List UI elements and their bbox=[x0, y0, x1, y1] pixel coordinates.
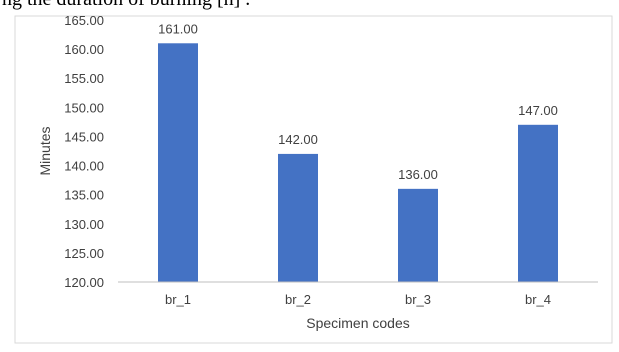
y-tick-label: 150.00 bbox=[64, 100, 104, 115]
bar-br_4 bbox=[518, 124, 558, 282]
y-tick-label: 130.00 bbox=[64, 217, 104, 232]
x-tick-label: br_2 bbox=[285, 292, 311, 307]
y-tick-label: 155.00 bbox=[64, 71, 104, 86]
bar-br_1 bbox=[158, 43, 198, 283]
x-axis-title: Specimen codes bbox=[306, 315, 410, 331]
y-tick-label: 125.00 bbox=[64, 246, 104, 261]
bar-br_3 bbox=[398, 188, 438, 282]
y-axis-title: Minutes bbox=[37, 126, 53, 175]
data-labels-group: 161.00 142.00 136.00 147.00 bbox=[158, 21, 558, 182]
y-tick-label: 120.00 bbox=[64, 275, 104, 290]
data-label: 161.00 bbox=[158, 21, 198, 36]
x-tick-label: br_3 bbox=[405, 292, 431, 307]
y-tick-label: 145.00 bbox=[64, 129, 104, 144]
data-label: 136.00 bbox=[398, 167, 438, 182]
clipped-caption: ng the duration of burning [h] . bbox=[2, 0, 250, 11]
x-tick-label: br_4 bbox=[525, 292, 551, 307]
x-tick-label: br_1 bbox=[165, 292, 191, 307]
x-axis-ticks: br_1 br_2 br_3 br_4 bbox=[165, 292, 551, 307]
data-label: 147.00 bbox=[518, 103, 558, 118]
bars-group bbox=[158, 43, 558, 283]
data-label: 142.00 bbox=[278, 132, 318, 147]
y-tick-label: 140.00 bbox=[64, 159, 104, 174]
bar-br_2 bbox=[278, 153, 318, 282]
y-tick-label: 135.00 bbox=[64, 188, 104, 203]
chart-area-border bbox=[14, 15, 613, 344]
y-axis-ticks: 120.00 125.00 130.00 135.00 140.00 145.00 150.… bbox=[64, 13, 104, 290]
y-tick-label: 165.00 bbox=[64, 13, 104, 28]
y-tick-label: 160.00 bbox=[64, 42, 104, 57]
